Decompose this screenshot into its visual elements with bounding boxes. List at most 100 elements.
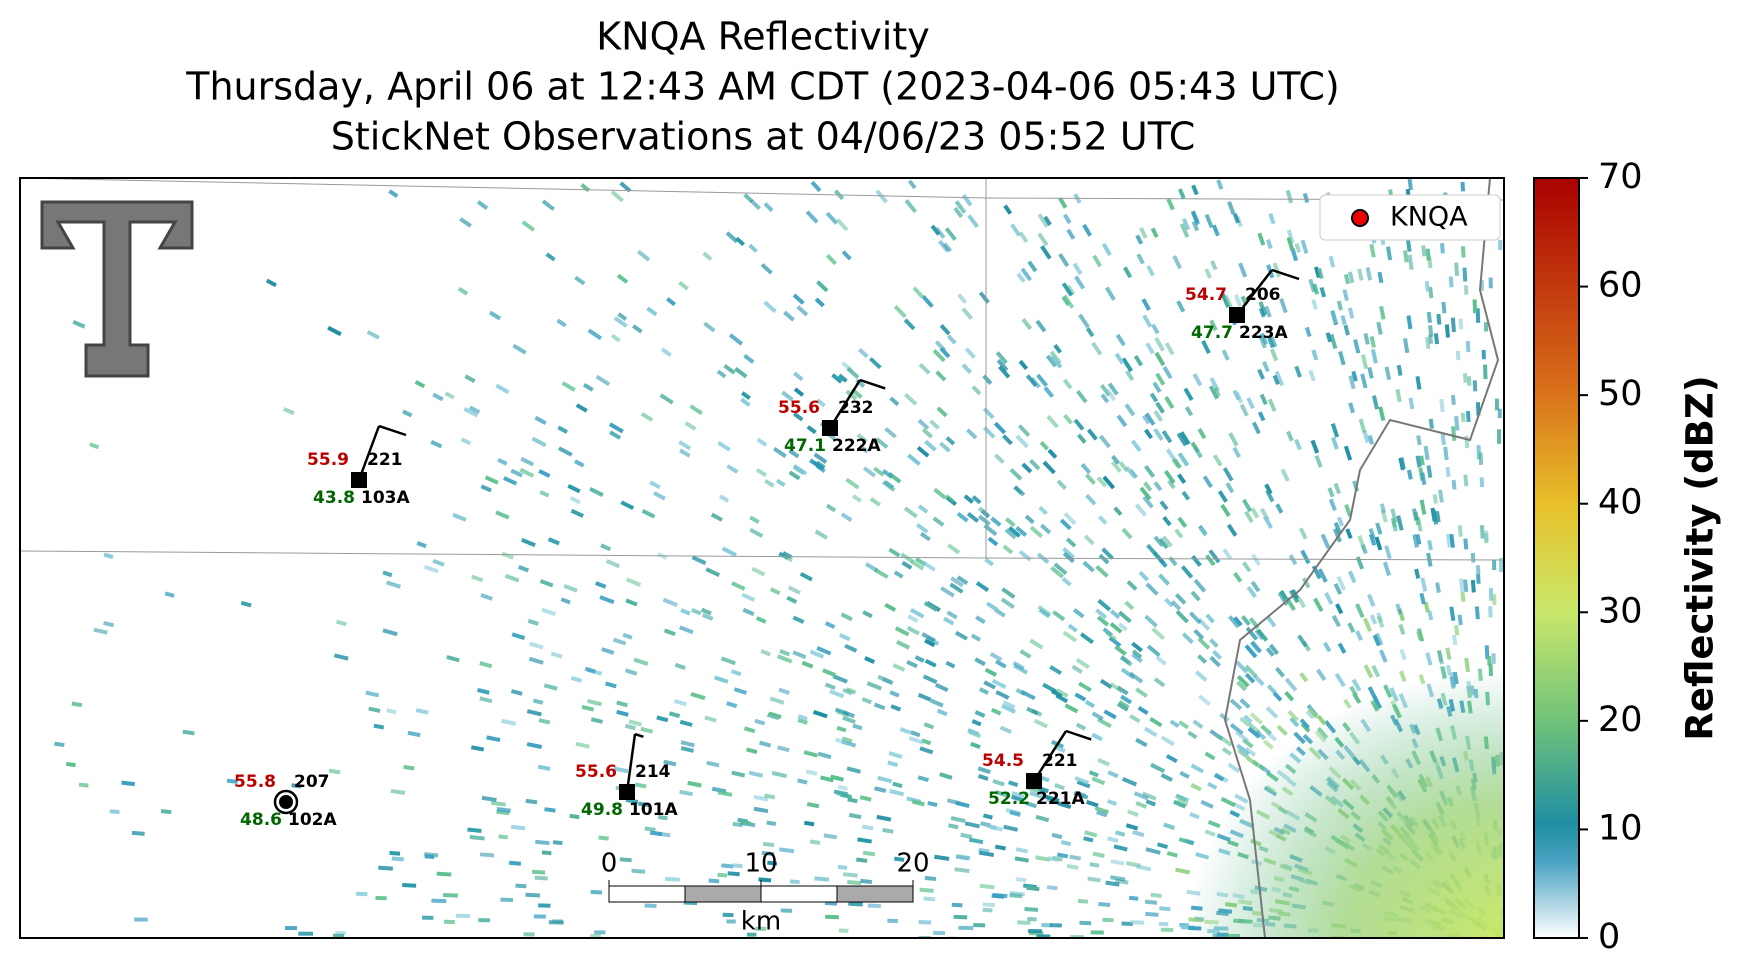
radar-gate <box>391 856 404 862</box>
radar-gate <box>1106 799 1118 807</box>
radar-gate <box>1056 479 1067 490</box>
radar-gate <box>1105 388 1117 402</box>
radar-gate <box>1107 836 1119 843</box>
radar-gate <box>852 723 863 731</box>
radar-gate <box>797 778 808 785</box>
radar-gate <box>1426 465 1433 478</box>
radar-gate <box>1055 745 1066 753</box>
radar-gate <box>1019 649 1032 659</box>
radar-gate <box>285 926 297 931</box>
radar-gate <box>1362 430 1370 443</box>
radar-gate <box>1470 579 1476 593</box>
radar-gate <box>1123 266 1133 279</box>
radar-gate <box>754 718 766 726</box>
radar-gate <box>917 775 929 783</box>
radar-gate <box>838 928 849 933</box>
radar-gate <box>599 595 615 605</box>
radar-gate <box>1138 570 1150 582</box>
radar-gate <box>753 806 769 814</box>
radar-gate <box>929 419 940 430</box>
radar-gate <box>534 415 547 425</box>
radar-gate <box>743 726 756 734</box>
radar-gate <box>1367 593 1376 607</box>
radar-gate <box>432 558 445 567</box>
radar-gate <box>1343 274 1351 285</box>
radar-gate <box>1101 242 1112 256</box>
radar-gate <box>1050 354 1063 369</box>
radar-gate <box>719 494 730 503</box>
radar-gate <box>1360 354 1369 370</box>
wind-direction: 221 <box>367 450 403 470</box>
radar-gate <box>638 801 650 808</box>
radar-gate <box>1064 703 1079 714</box>
radar-gate <box>1379 305 1386 320</box>
radar-gate <box>1134 503 1148 517</box>
radar-gate <box>691 608 702 616</box>
radar-gate <box>957 293 968 304</box>
radar-gate <box>1294 365 1302 378</box>
radar-gate <box>1449 606 1456 622</box>
radar-gate <box>594 581 607 589</box>
radar-gate <box>552 840 563 846</box>
radar-gate <box>924 875 937 882</box>
radar-gate <box>1251 421 1261 435</box>
radar-gate <box>1130 439 1142 452</box>
radar-gate <box>1432 510 1439 525</box>
radar-gate <box>497 457 508 466</box>
radar-gate <box>1406 469 1413 480</box>
radar-gate <box>1053 562 1068 576</box>
radar-gate <box>1317 267 1324 280</box>
radar-gate <box>1150 227 1159 238</box>
radar-gate <box>1205 554 1216 567</box>
radar-gate <box>726 701 738 709</box>
radar-gate <box>721 546 737 557</box>
radar-gate <box>1251 553 1261 566</box>
radar-gate <box>432 392 444 402</box>
radar-gate <box>54 741 65 748</box>
radar-gate <box>1144 412 1156 426</box>
radar-gate <box>1175 609 1189 624</box>
radar-gate <box>518 565 530 573</box>
radar-gate <box>1264 305 1272 318</box>
radar-gate <box>1411 508 1419 521</box>
radar-gate <box>1163 469 1176 484</box>
radar-gate <box>1348 402 1355 414</box>
station: 54.7 206 47.7 223A <box>1185 268 1300 343</box>
radar-gate <box>731 581 746 591</box>
radar-gate <box>1265 239 1273 250</box>
radar-gate <box>805 210 819 224</box>
radar-gate <box>732 863 743 869</box>
radar-gate <box>1436 313 1442 325</box>
radar-gate <box>481 795 497 802</box>
radar-gate <box>1427 610 1434 621</box>
radar-gate <box>609 430 622 440</box>
radar-gate <box>887 918 898 923</box>
radar-gate <box>1435 582 1441 593</box>
radar-gate <box>787 585 801 595</box>
radar-gate <box>424 854 435 860</box>
radar-gate <box>479 852 495 858</box>
radar-gate <box>1239 403 1249 417</box>
radar-gate <box>716 369 727 379</box>
radar-gate <box>1333 582 1343 595</box>
radar-gate <box>1258 301 1268 316</box>
radar-gate <box>1380 508 1388 523</box>
radar-gate <box>1421 245 1427 257</box>
radar-gate <box>570 508 584 518</box>
radar-gate <box>1035 814 1050 823</box>
radar-gate <box>403 764 415 771</box>
radar-gate <box>1177 516 1188 528</box>
radar-gate <box>1211 224 1220 237</box>
scale-segment <box>836 885 914 903</box>
radar-gate <box>777 745 790 753</box>
radar-gate <box>1376 615 1385 629</box>
radar-gate <box>743 193 754 203</box>
radar-gate <box>963 494 974 504</box>
radar-gate <box>890 704 902 712</box>
radar-gate <box>953 206 964 219</box>
colorbar-tick-label: 20 <box>1598 700 1643 740</box>
radar-gate <box>515 883 527 889</box>
radar-gate <box>402 409 413 418</box>
radar-gate <box>1102 475 1116 490</box>
